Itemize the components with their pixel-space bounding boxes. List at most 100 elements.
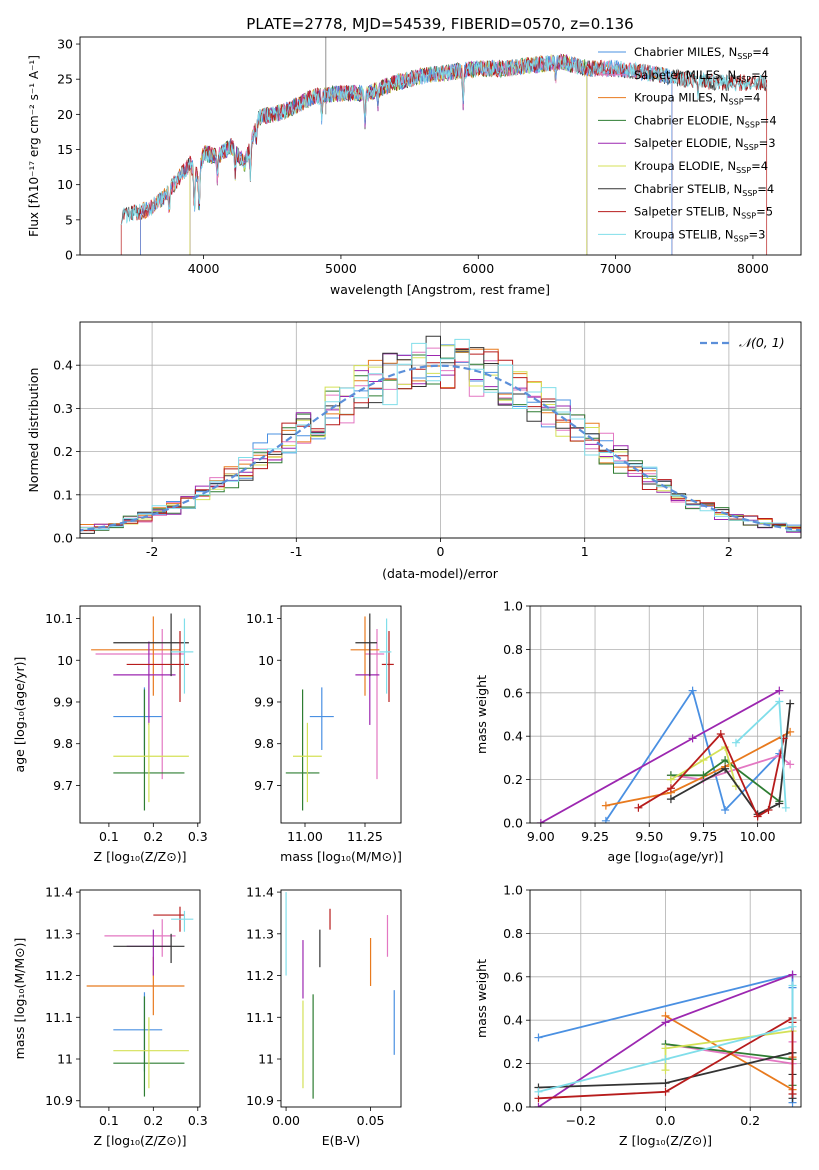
- x-tick-label: 0.3: [188, 829, 208, 844]
- x-tick-label: 0.05: [357, 1113, 385, 1128]
- legend-label: Kroupa STELIB, N: [634, 227, 734, 241]
- legend-label: Chabrier STELIB, N: [634, 182, 742, 196]
- series-marker: [688, 734, 697, 743]
- legend-entry: 𝒩(0, 1): [739, 335, 785, 350]
- x-tick-label: 11.25: [347, 829, 383, 844]
- age_vs_Z-axes-border: [79, 605, 201, 824]
- y-tick-label: 9.8: [53, 736, 73, 751]
- legend-label: Kroupa ELODIE, N: [634, 159, 736, 173]
- x-tick-label: -1: [290, 544, 302, 559]
- y-tick-label: 9.7: [53, 778, 73, 793]
- series-marker: [786, 699, 795, 708]
- x-tick-label: 2: [725, 544, 733, 559]
- histograms: [80, 335, 801, 537]
- age_vs_mass-xlabel: mass [log₁₀(M/M⊙)]: [280, 849, 402, 864]
- residuals-ylabel: Normed distribution: [26, 368, 41, 493]
- spectrum-title: PLATE=2778, MJD=54539, FIBERID=0570, z=0…: [246, 15, 633, 33]
- series-marker: [666, 775, 675, 784]
- series-marker: [601, 816, 610, 823]
- series-line-chabrier_stelib: [670, 703, 792, 816]
- legend-suffix: =4: [751, 159, 768, 173]
- spectrum-axes: 4000 5000 6000 7000 8000 0 5 10 15 20 25 30: [57, 37, 769, 276]
- spectrum-ylabel: Flux [fλ10⁻¹⁷ erg cm⁻² s⁻¹ A⁻¹]: [27, 55, 41, 237]
- age_vs_Z-errorbars: [91, 613, 194, 811]
- legend-entry: Salpeter MILES, NSSP=4: [634, 68, 768, 84]
- series-marker: [699, 771, 708, 780]
- y-tick-label: 11.2: [45, 968, 73, 983]
- series-line-chabrier_elodie: [670, 758, 780, 803]
- y-tick-label: 11.1: [246, 1010, 274, 1025]
- legend-sub: SSP: [736, 166, 751, 175]
- series-marker: [788, 1022, 797, 1031]
- weight_vs_Z-axes: −0.2 0.0 0.2 0.0 0.2 0.4 0.6 0.8 1.0: [503, 883, 801, 1128]
- residuals-xlabel: (data-model)/error: [382, 566, 499, 581]
- spectrum-line-salpeter_stelib: [120, 54, 768, 255]
- y-tick-label: 0.2: [503, 1056, 523, 1071]
- series-marker: [661, 1066, 670, 1075]
- series-marker: [534, 1087, 543, 1096]
- weight_vs_age-lines: [536, 686, 795, 823]
- spectrum-axes-border: [79, 36, 802, 256]
- x-tick-label: 4000: [188, 261, 220, 276]
- y-tick-label: 10.9: [246, 1093, 274, 1108]
- weight_vs_age-axes: 9.00 9.25 9.50 9.75 10.00 0.0 0.2 0.4 0.6 0.8 1.0: [503, 599, 801, 844]
- y-tick-label: 11: [57, 1052, 73, 1067]
- y-tick-label: 0.8: [503, 642, 523, 657]
- x-tick-label: 0.0: [656, 1113, 676, 1128]
- series-marker: [661, 1079, 670, 1088]
- x-tick-label: 0.00: [272, 1113, 300, 1128]
- x-tick-label: 0.1: [99, 1113, 119, 1128]
- legend-entry: Chabrier STELIB, NSSP=4: [634, 182, 774, 198]
- y-tick-label: 10: [258, 653, 274, 668]
- residuals-axes: -2 -1 0 1 2 0.0 0.1 0.2 0.3 0.4: [53, 322, 801, 559]
- x-tick-label: 1: [581, 544, 589, 559]
- legend-entry: Kroupa STELIB, NSSP=3: [634, 227, 765, 243]
- series-marker: [781, 803, 790, 812]
- mass_vs_ebv-xlabel: E(B-V): [322, 1133, 361, 1148]
- x-tick-label: 0.3: [188, 1113, 208, 1128]
- series-line-kroupa_elodie: [664, 1030, 793, 1071]
- y-tick-label: 11.3: [246, 926, 274, 941]
- x-tick-label: 9.25: [581, 829, 609, 844]
- legend-entry: Kroupa MILES, NSSP=4: [634, 91, 760, 107]
- age_vs_mass-errorbars: [285, 613, 394, 811]
- series-marker: [721, 805, 730, 814]
- legend-sub: SSP: [744, 143, 759, 152]
- legend-sub: SSP: [741, 212, 756, 221]
- mass_vs_Z-errorbars: [86, 906, 194, 1097]
- y-tick-label: 10.1: [246, 611, 274, 626]
- legend-label: Salpeter MILES, N: [634, 68, 736, 82]
- legend-label: Salpeter ELODIE, N: [634, 136, 744, 150]
- x-tick-label: 0.1: [99, 829, 119, 844]
- mass_vs_Z-axes: 0.1 0.2 0.3 10.9 11 11.1 11.2 11.3 11.4: [45, 885, 208, 1128]
- series-marker: [666, 784, 675, 793]
- series-marker: [661, 1087, 670, 1096]
- y-tick-label: 11.4: [246, 885, 274, 900]
- x-tick-label: 11.00: [287, 829, 323, 844]
- mass_vs_Z-axes-border: [79, 889, 201, 1108]
- weight_vs_Z-ylabel: mass weight: [474, 959, 489, 1038]
- y-tick-label: 20: [57, 107, 73, 122]
- series-marker: [788, 981, 797, 990]
- legend-label: Salpeter STELIB, N: [634, 205, 741, 219]
- series-marker: [786, 760, 795, 769]
- residuals-axes-border: [79, 321, 802, 539]
- legend-entry: Salpeter ELODIE, NSSP=3: [634, 136, 776, 152]
- weight_vs_age-xlabel: age [log₁₀(age/yr)]: [608, 849, 724, 864]
- age_vs_Z-axes: 0.1 0.2 0.3 9.7 9.8 9.9 10 10.1: [45, 611, 208, 844]
- x-tick-label: 7000: [600, 261, 632, 276]
- series-marker: [634, 803, 643, 812]
- series-marker: [661, 1018, 670, 1027]
- legend-entry: Kroupa ELODIE, NSSP=4: [634, 159, 768, 175]
- age_vs_Z-xlabel: Z [log₁₀(Z/Z⊙)]: [94, 849, 187, 864]
- y-tick-label: 1.0: [503, 883, 523, 898]
- series-marker: [775, 697, 784, 706]
- y-tick-label: 11: [258, 1052, 274, 1067]
- series-marker: [661, 1044, 670, 1053]
- x-tick-label: 9.75: [690, 829, 718, 844]
- spectrum-lines: [120, 37, 768, 255]
- series-marker: [775, 799, 784, 808]
- mass_vs_Z-ylabel: mass [log₁₀(M/M⊙)]: [12, 938, 27, 1060]
- y-tick-label: 5: [65, 212, 73, 227]
